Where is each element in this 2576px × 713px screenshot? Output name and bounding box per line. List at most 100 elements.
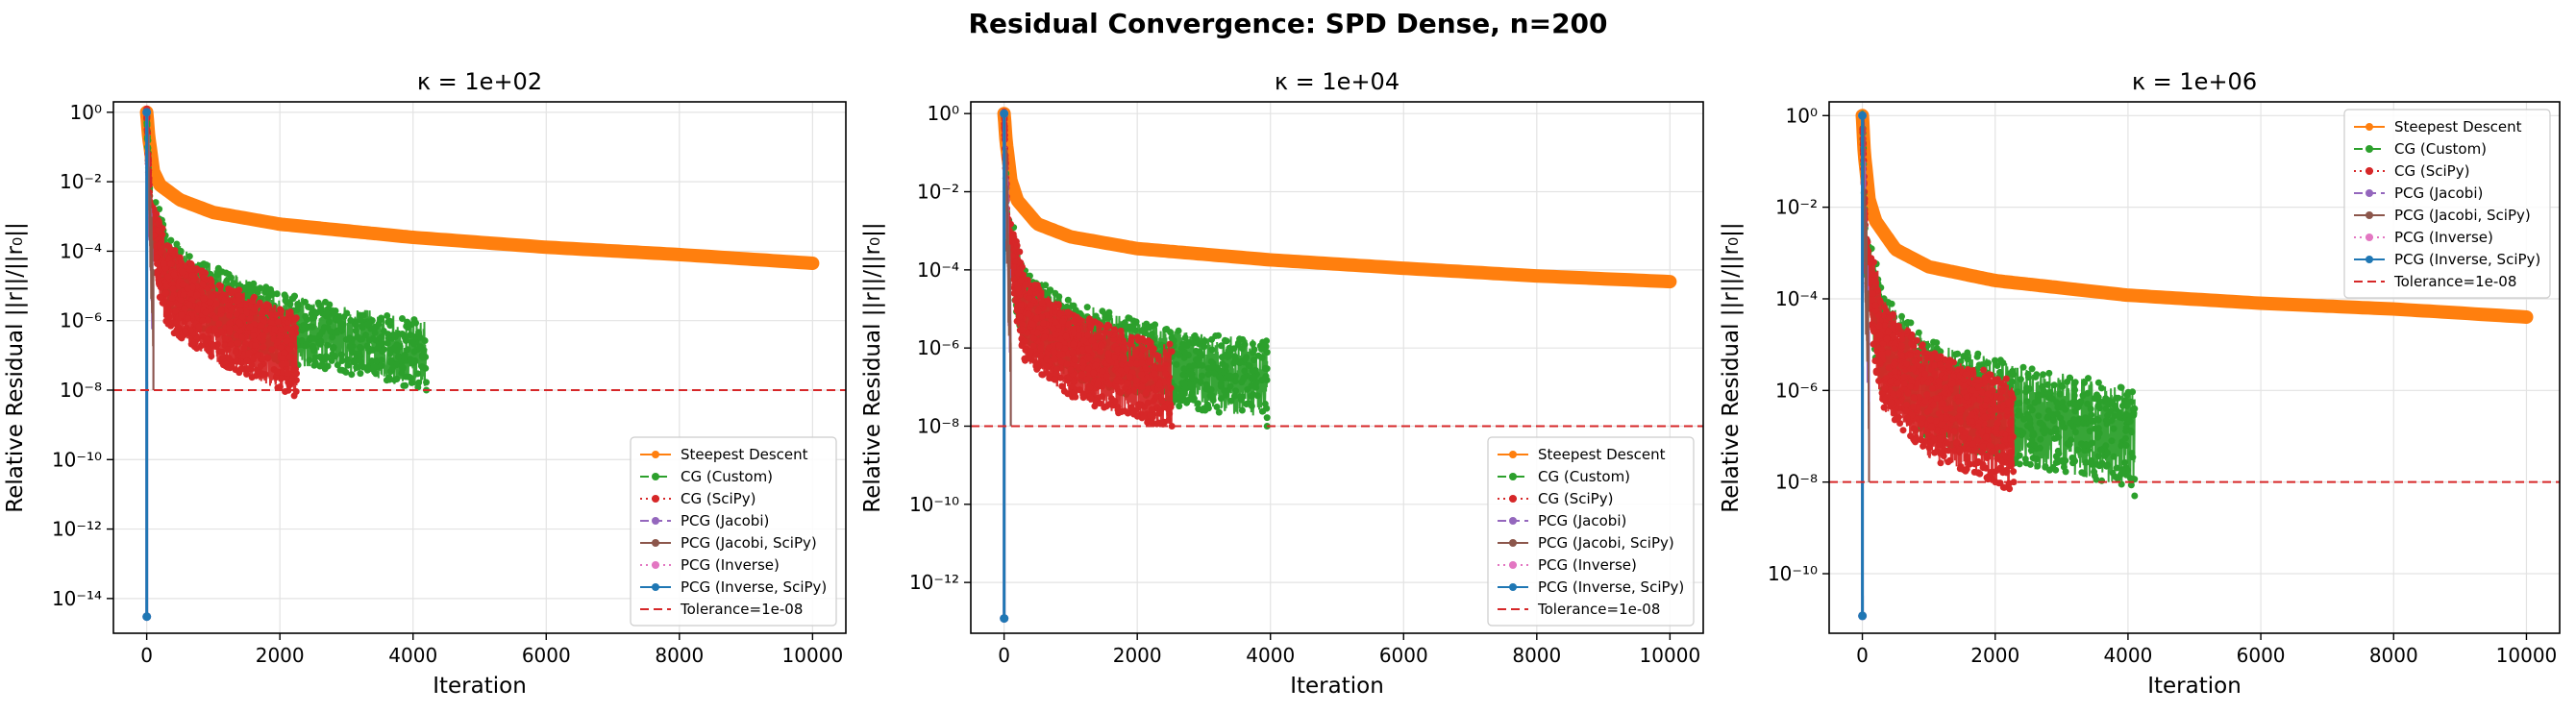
x-tick-label: 2000: [1113, 644, 1162, 667]
series-point: [1151, 370, 1158, 378]
series-point: [203, 335, 211, 343]
series-point: [1167, 384, 1175, 392]
series-point: [1152, 362, 1158, 370]
legend-label: PCG (Inverse): [1538, 556, 1637, 574]
series-point: [1008, 234, 1016, 241]
series-point: [1870, 325, 1877, 332]
series-point: [1907, 432, 1915, 440]
legend-item: CG (SciPy): [1498, 490, 1613, 507]
series-point: [1927, 416, 1935, 424]
series-point: [376, 341, 384, 348]
series-point: [1097, 321, 1104, 329]
series-point: [2028, 365, 2036, 373]
series-point: [1880, 404, 1888, 411]
series-point: [324, 362, 332, 370]
series-point: [1980, 366, 1988, 374]
legend-swatch-marker: [652, 517, 659, 525]
legend-swatch-marker: [652, 451, 659, 458]
series-point: [1219, 360, 1226, 367]
series-point: [1872, 279, 1880, 286]
y-tick-label: 10⁻⁶: [917, 336, 959, 359]
series-point: [1966, 435, 1973, 442]
y-tick-label: 10⁻⁴: [1775, 287, 1818, 310]
series-point: [1114, 406, 1122, 414]
series-point: [1018, 326, 1026, 333]
series-point: [357, 353, 364, 360]
series-point: [2029, 455, 2037, 462]
series-point: [2069, 423, 2077, 430]
series-point: [1251, 356, 1257, 364]
series-point: [187, 259, 195, 267]
series-point: [1213, 404, 1221, 410]
series-point: [2060, 404, 2068, 411]
plot-area: [1855, 109, 2534, 621]
series-point: [1952, 439, 1960, 446]
series-point: [1249, 367, 1256, 375]
series-point: [2086, 428, 2093, 435]
series-point: [278, 326, 285, 333]
series-point: [2007, 419, 2015, 427]
legend-swatch-marker: [1509, 495, 1517, 503]
series-point: [2076, 399, 2084, 406]
series-point: [2003, 407, 2011, 415]
series-point: [365, 320, 373, 328]
legend-swatch-marker: [1509, 539, 1517, 547]
series-point: [352, 321, 359, 329]
series-point: [1184, 352, 1192, 358]
series-point: [221, 296, 229, 304]
series-point: [1251, 346, 1258, 354]
series-point: [1890, 390, 1897, 398]
series-point: [2093, 460, 2101, 468]
series-point: [1121, 346, 1128, 354]
x-tick-label: 6000: [2237, 644, 2286, 667]
series-point: [1920, 442, 1927, 450]
series-end-point: [2131, 492, 2139, 500]
series-point: [161, 289, 169, 297]
series-point: [1127, 404, 1135, 411]
series-point: [1952, 351, 1960, 358]
series-point: [1084, 332, 1091, 339]
legend-frame: [2343, 109, 2551, 299]
series-point: [1138, 383, 1146, 391]
series-point: [1931, 449, 1939, 456]
series-point: [1107, 401, 1115, 408]
series-point: [379, 348, 386, 356]
series-point: [2023, 384, 2030, 392]
series-point: [200, 260, 208, 268]
series-point: [194, 266, 202, 274]
series-point: [2108, 417, 2116, 425]
series-point: [1148, 406, 1155, 413]
legend-swatch-marker: [2365, 256, 2373, 263]
series-point: [375, 320, 383, 328]
series-point: [1891, 345, 1898, 353]
series-point: [378, 362, 385, 370]
series-point: [1055, 350, 1063, 357]
axes-frame: [970, 101, 1704, 634]
series-point: [1226, 382, 1234, 390]
legend-label: PCG (Inverse, SciPy): [2394, 251, 2540, 268]
series-point: [2071, 429, 2079, 436]
series-point: [285, 379, 292, 386]
series-point: [1033, 361, 1041, 369]
series-point: [2016, 411, 2023, 419]
series-point: [1937, 420, 1944, 428]
series-point: [217, 307, 225, 314]
series-point: [1891, 339, 1898, 347]
series-point: [2122, 427, 2130, 434]
series-point: [359, 311, 367, 319]
series-point: [1121, 319, 1128, 327]
legend-label: PCG (Jacobi, SciPy): [681, 534, 817, 552]
series-point: [1057, 357, 1065, 365]
series-point: [380, 328, 387, 334]
y-tick-label: 10⁻¹⁰: [1768, 562, 1818, 585]
series-point: [373, 357, 381, 364]
series-point: [1201, 406, 1209, 414]
legend-label: Tolerance=1e-08: [2393, 273, 2516, 290]
series-point: [181, 305, 188, 312]
series-point: [1968, 418, 1975, 425]
y-tick-label: 10⁻⁶: [1775, 379, 1818, 402]
series-point: [423, 379, 430, 386]
legend-swatch-marker: [1509, 473, 1517, 480]
series-point: [1215, 408, 1223, 416]
series-point: [2009, 378, 2016, 385]
